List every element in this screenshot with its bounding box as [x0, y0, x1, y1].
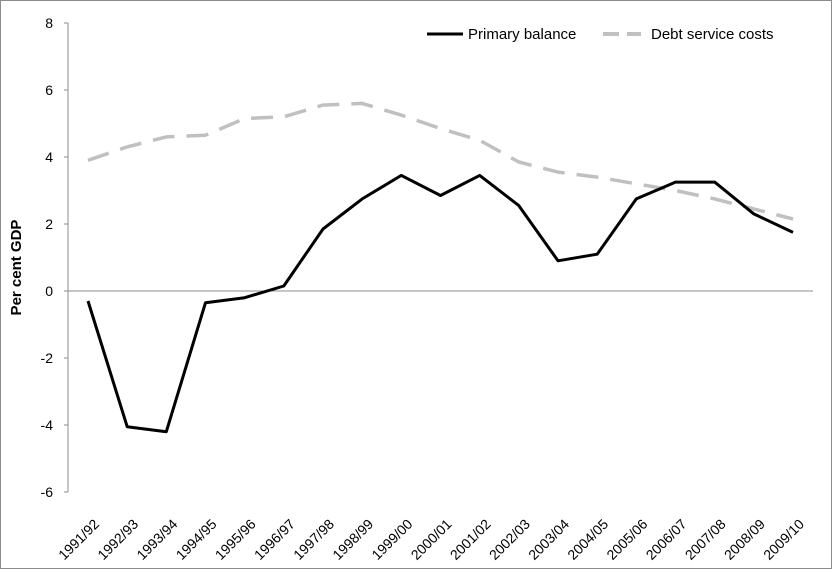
legend: Primary balance Debt service costs	[427, 26, 774, 43]
y-tick-label: 2	[45, 216, 53, 232]
x-tick-label: 1994/95	[173, 516, 220, 563]
x-tick-label: 1991/92	[55, 516, 102, 563]
legend-label: Debt service costs	[651, 26, 774, 43]
legend-label: Primary balance	[468, 26, 576, 43]
axes	[64, 22, 813, 493]
x-tick-label: 1996/97	[251, 516, 298, 563]
series-line-1	[87, 101, 794, 221]
x-tick-label: 2005/06	[603, 516, 650, 563]
series-lines	[86, 101, 794, 434]
x-tick-label: 2006/07	[643, 516, 690, 563]
x-tick-label: 2008/09	[721, 516, 768, 563]
x-tick-label: 1993/94	[133, 516, 180, 563]
x-tick-label: 2004/05	[564, 516, 611, 563]
x-tick-label: 1998/99	[329, 516, 376, 563]
y-tick-label: -4	[41, 417, 54, 433]
y-tick-label: 8	[45, 15, 53, 31]
y-tick-label: 6	[45, 82, 53, 98]
y-tick-label: 4	[45, 149, 53, 165]
x-tick-label: 1997/98	[290, 516, 337, 563]
tick-labels: -6-4-2024681991/921992/931993/941994/951…	[41, 15, 808, 563]
x-tick-label: 2009/10	[760, 516, 807, 563]
x-tick-label: 2007/08	[682, 516, 729, 563]
series-line-0	[86, 173, 794, 434]
y-axis-title: Per cent GDP	[8, 220, 25, 316]
x-tick-label: 2001/02	[447, 516, 494, 563]
y-tick-label: -2	[41, 350, 54, 366]
x-tick-label: 1999/00	[368, 516, 415, 563]
x-tick-label: 2002/03	[486, 516, 533, 563]
x-tick-label: 1992/93	[94, 516, 141, 563]
x-tick-label: 2000/01	[408, 516, 455, 563]
y-tick-label: 0	[45, 283, 53, 299]
x-tick-label: 1995/96	[212, 516, 259, 563]
y-tick-label: -6	[41, 484, 54, 500]
x-tick-label: 2003/04	[525, 516, 572, 563]
